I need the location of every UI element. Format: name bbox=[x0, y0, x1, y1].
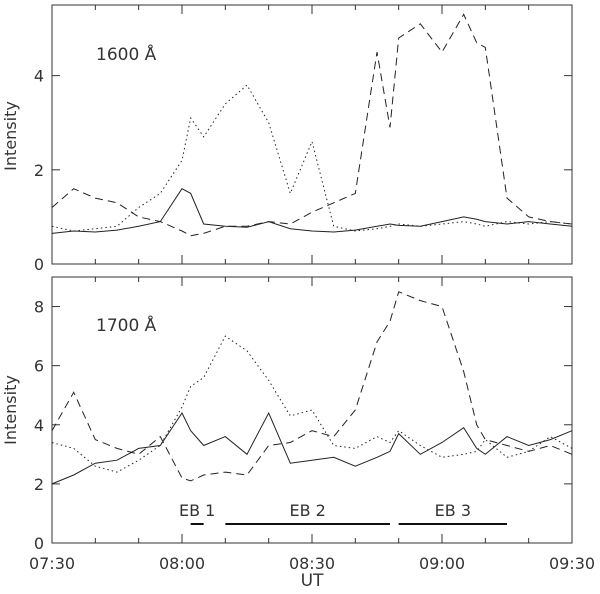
event-label: EB 2 bbox=[289, 501, 325, 520]
x-axis-label: UT bbox=[301, 571, 324, 591]
y-tick-label: 6 bbox=[34, 357, 44, 376]
event-label: EB 3 bbox=[435, 501, 471, 520]
event-bars: EB 1 EB 2 EB 3 bbox=[179, 501, 507, 525]
wavelength-label-1700: 1700 Å bbox=[96, 314, 157, 336]
panel-1700: 0 2 4 6 8 07:30 08:00 08:30 09:00 09:30 1700 Å In… bbox=[1, 276, 595, 591]
y-tick-label: 2 bbox=[34, 161, 44, 180]
wavelength-label-1600: 1600 Å bbox=[96, 43, 157, 65]
x-tick-label: 08:30 bbox=[289, 554, 335, 573]
series-line-dotted bbox=[51, 84, 573, 232]
x-tick-label: 07:30 bbox=[29, 554, 75, 573]
series-1600 bbox=[51, 13, 573, 237]
y-tick-label: 4 bbox=[34, 416, 44, 435]
y-tick-label: 0 bbox=[34, 534, 44, 553]
series-line-dashed bbox=[51, 291, 573, 482]
panel-1600: 0 2 4 1600 Å Intensity bbox=[1, 4, 573, 274]
y-tick-label: 0 bbox=[34, 255, 44, 274]
ticks-1600: 0 2 4 bbox=[34, 5, 573, 274]
y-tick-label: 8 bbox=[34, 298, 44, 317]
event-label: EB 1 bbox=[179, 501, 215, 520]
y-axis-label-1600: Intensity bbox=[1, 101, 20, 171]
x-tick-label: 08:00 bbox=[159, 554, 205, 573]
x-tick-label: 09:30 bbox=[549, 554, 595, 573]
plot-frame-1600 bbox=[51, 4, 573, 265]
series-1700 bbox=[51, 291, 573, 485]
series-line-solid bbox=[51, 411, 573, 485]
series-line-dotted bbox=[51, 335, 573, 473]
ticks-1700: 0 2 4 6 8 07:30 08:00 08:30 09:00 09:30 bbox=[29, 277, 595, 573]
y-axis-label-1700: Intensity bbox=[1, 375, 20, 445]
y-tick-label: 4 bbox=[34, 67, 44, 86]
series-line-dashed bbox=[51, 13, 573, 237]
y-tick-label: 2 bbox=[34, 475, 44, 494]
x-tick-label: 09:00 bbox=[419, 554, 465, 573]
series-line-solid bbox=[51, 188, 573, 234]
